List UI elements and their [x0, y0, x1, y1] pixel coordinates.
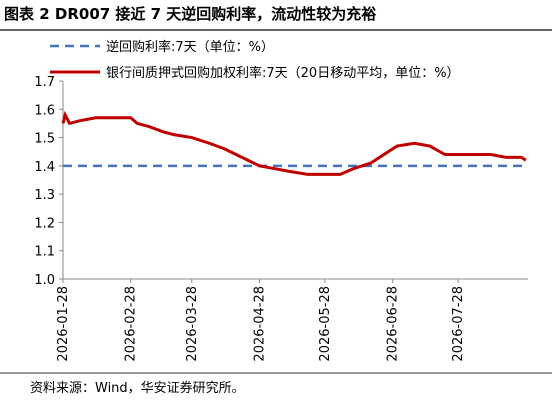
y-tick-label: 1.0 — [34, 273, 55, 288]
x-tick-label: 2026-06-28 — [386, 286, 401, 362]
x-tick-label: 2026-07-28 — [451, 286, 466, 362]
legend-label: 银行间质押式回购加权利率:7天（20日移动平均，单位：%） — [106, 65, 460, 81]
chart-title: 图表 2 DR007 接近 7 天逆回购利率，流动性较为充裕 — [4, 5, 376, 23]
y-tick-label: 1.7 — [34, 75, 55, 90]
legend-label: 逆回购利率:7天（单位：%） — [106, 39, 274, 55]
y-tick-label: 1.5 — [34, 132, 55, 147]
source: 资料来源：Wind，华安证券研究所。 — [30, 380, 245, 396]
x-tick-label: 2026-05-28 — [318, 286, 333, 362]
x-tick-label: 2026-01-28 — [56, 286, 71, 362]
x-tick-label: 2026-03-28 — [185, 286, 200, 362]
series-line — [61, 110, 527, 176]
y-tick-label: 1.4 — [34, 160, 55, 175]
y-tick-label: 1.1 — [34, 245, 55, 260]
x-tick-label: 2026-02-28 — [124, 286, 139, 362]
x-tick-label: 2026-04-28 — [252, 286, 267, 362]
y-tick-label: 1.2 — [34, 216, 55, 231]
y-tick-label: 1.6 — [34, 103, 55, 118]
y-tick-label: 1.3 — [34, 188, 55, 203]
